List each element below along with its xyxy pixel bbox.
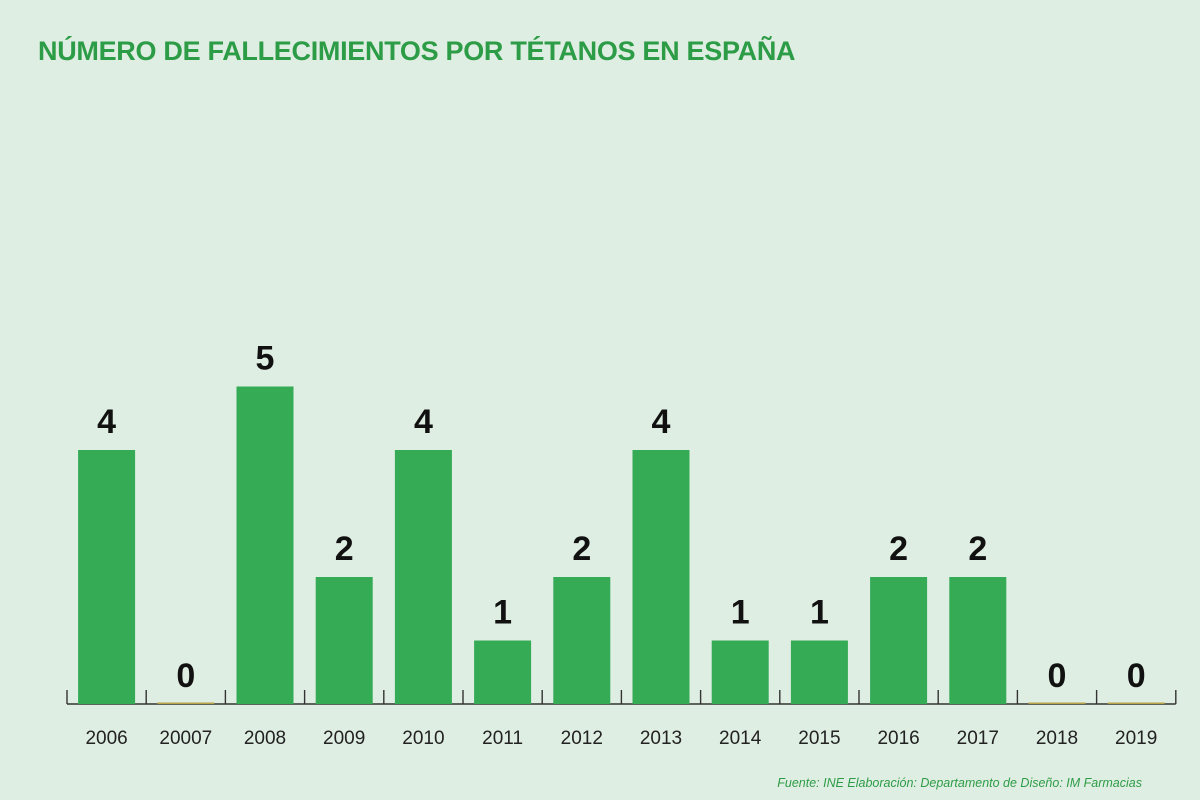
- bar: [474, 640, 532, 704]
- x-tick-label: 2011: [482, 728, 523, 749]
- data-label: 1: [731, 594, 750, 632]
- x-tick-label: 20007: [159, 728, 212, 749]
- data-label: 2: [335, 530, 354, 568]
- bar: [1107, 702, 1165, 704]
- bar: [78, 450, 136, 704]
- source-note: Fuente: INE Elaboración: Departamento de…: [777, 776, 1142, 790]
- data-label: 0: [1127, 657, 1146, 695]
- bar: [553, 577, 611, 704]
- data-label: 1: [493, 594, 512, 632]
- x-tick-label: 2014: [719, 728, 762, 749]
- x-tick-label: 2012: [561, 728, 603, 749]
- bar: [949, 577, 1007, 704]
- x-tick-label: 2018: [1036, 728, 1078, 749]
- data-label: 4: [652, 403, 671, 441]
- data-label: 2: [889, 530, 908, 568]
- x-tick-label: 2016: [877, 728, 919, 749]
- data-label: 1: [810, 594, 829, 632]
- data-label: 2: [572, 530, 591, 568]
- x-tick-label: 2015: [798, 728, 840, 749]
- x-tick-label: 2019: [1115, 728, 1157, 749]
- bar: [632, 450, 690, 704]
- x-tick-label: 2010: [402, 728, 444, 749]
- bar: [315, 577, 373, 704]
- bar: [711, 640, 769, 704]
- x-tick-label: 2006: [85, 728, 127, 749]
- bar: [157, 702, 215, 704]
- bar: [870, 577, 928, 704]
- data-label: 0: [1048, 657, 1067, 695]
- data-label: 4: [414, 403, 433, 441]
- data-label: 0: [176, 657, 195, 695]
- data-label: 5: [256, 340, 275, 378]
- x-tick-label: 2017: [957, 728, 999, 749]
- x-tick-label: 2013: [640, 728, 682, 749]
- x-tick-label: 2008: [244, 728, 286, 749]
- chart-title: NÚMERO DE FALLECIMIENTOS POR TÉTANOS EN …: [38, 36, 796, 66]
- x-tick-label: 2009: [323, 728, 365, 749]
- data-label: 2: [968, 530, 987, 568]
- data-label: 4: [97, 403, 116, 441]
- bar: [790, 640, 848, 704]
- bar: [236, 386, 294, 704]
- bar: [394, 450, 452, 704]
- bar: [1028, 702, 1086, 704]
